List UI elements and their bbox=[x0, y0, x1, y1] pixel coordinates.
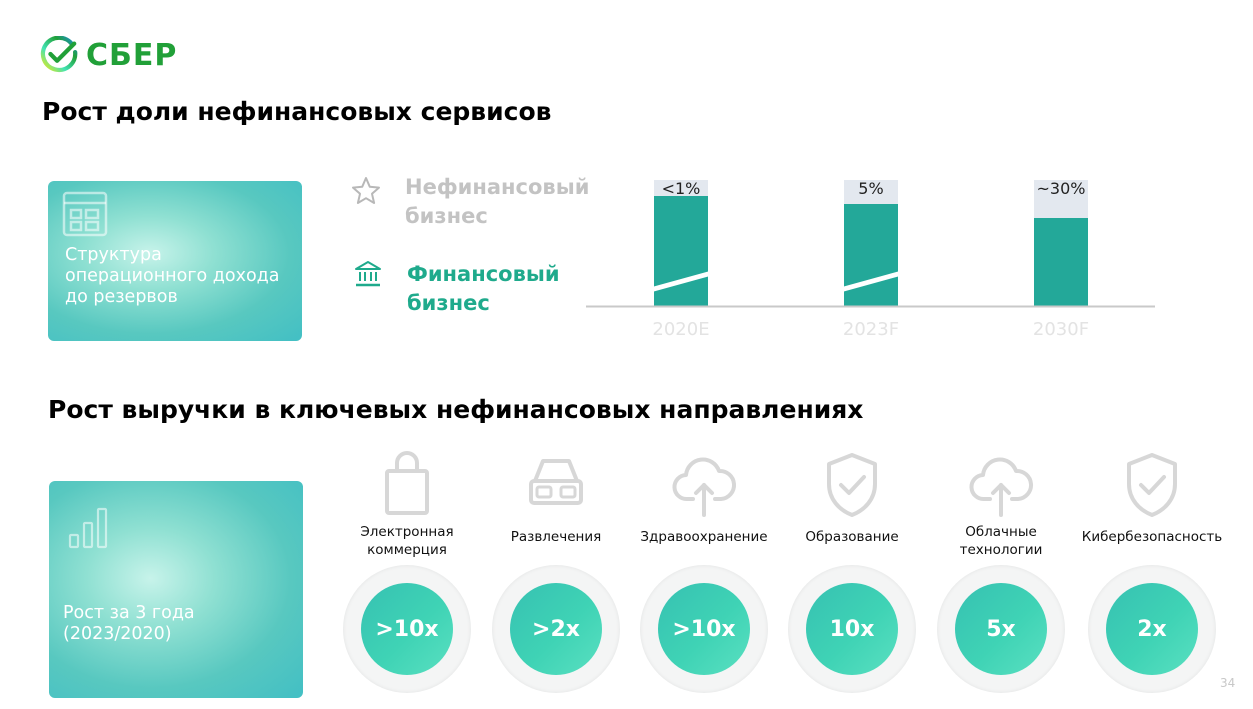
structure-card: Структура операционного дохода до резерв… bbox=[48, 181, 302, 341]
growth-value: >10x bbox=[658, 583, 750, 675]
page-number: 34 bbox=[1220, 676, 1236, 690]
category-label-line1: Образование bbox=[805, 529, 899, 545]
sber-logo: СБЕР bbox=[40, 34, 200, 76]
data-label-2023F: 5% bbox=[858, 179, 883, 198]
category-label: Развлечения bbox=[481, 528, 631, 546]
growth-ring: >10x bbox=[343, 565, 471, 693]
growth-value: 2x bbox=[1106, 583, 1198, 675]
category-label-line2: коммерция bbox=[367, 542, 447, 558]
sber-wordmark: СБЕР bbox=[86, 37, 178, 73]
x-tick-label-2023F: 2023F bbox=[843, 319, 899, 340]
growth-value: 5x bbox=[955, 583, 1047, 675]
bar-nonfinancial-2030F bbox=[1034, 180, 1088, 218]
shield-check-icon bbox=[1117, 449, 1187, 521]
bar-chart-icon bbox=[68, 507, 108, 549]
growth-value: >2x bbox=[510, 583, 602, 675]
growth-ring: 5x bbox=[937, 565, 1065, 693]
bar-nonfinancial-2023F bbox=[844, 180, 898, 204]
legend-financial-line1: Финансовый bbox=[407, 262, 560, 286]
growth-ring: 10x bbox=[788, 565, 916, 693]
star-icon bbox=[352, 177, 380, 204]
growth-card: Рост за 3 года (2023/2020) bbox=[49, 481, 303, 698]
sber-logo-icon bbox=[40, 36, 78, 73]
shield-check-icon bbox=[817, 449, 887, 521]
category-label: Кибербезопасность bbox=[1077, 528, 1227, 546]
section-title-revenue: Рост выручки в ключевых нефинансовых нап… bbox=[48, 395, 864, 424]
calculator-icon bbox=[62, 191, 108, 237]
growth-ring: >2x bbox=[492, 565, 620, 693]
bank-icon bbox=[355, 261, 381, 287]
bar-financial-2020E bbox=[654, 196, 708, 306]
axis-break-2020E bbox=[652, 271, 710, 292]
category-label-line1: Развлечения bbox=[510, 529, 602, 545]
legend-financial-line2: бизнес bbox=[407, 291, 490, 315]
category-label-line1: Кибербезопасность bbox=[1081, 529, 1223, 545]
axis-break-2023F bbox=[842, 271, 900, 292]
growth-card-line2: (2023/2020) bbox=[63, 624, 172, 644]
legend-nonfinancial: Нефинансовый бизнес bbox=[405, 173, 589, 231]
share-bar-chart: <1% 2020E 5% 2023F ~30% 2030F bbox=[586, 179, 1155, 340]
cloud-upload-icon bbox=[669, 449, 739, 521]
x-tick-label-2030F: 2030F bbox=[1033, 319, 1089, 340]
data-label-2030F: ~30% bbox=[1037, 179, 1086, 198]
structure-card-label: Структура операционного дохода до резерв… bbox=[65, 245, 280, 307]
legend-nonfinancial-line1: Нефинансовый bbox=[405, 175, 590, 199]
growth-card-line1: Рост за 3 года bbox=[63, 603, 195, 623]
cloud-upload-icon bbox=[966, 449, 1036, 521]
bar-financial-2030F bbox=[1034, 218, 1088, 306]
legend-nonfinancial-line2: бизнес bbox=[405, 204, 488, 228]
shopping-bag-icon bbox=[372, 449, 442, 521]
category-label-line1: Электронная bbox=[360, 524, 454, 540]
bar-financial-2023F bbox=[844, 204, 898, 306]
vr-glasses-icon bbox=[521, 449, 591, 521]
category-label: Облачные технологии bbox=[926, 523, 1076, 559]
category-label: Здравоохранение bbox=[629, 528, 779, 546]
data-label-2020E: <1% bbox=[662, 179, 701, 198]
category-label-line1: Здравоохранение bbox=[640, 529, 768, 545]
growth-card-label: Рост за 3 года (2023/2020) bbox=[63, 603, 293, 645]
growth-value: 10x bbox=[806, 583, 898, 675]
growth-ring: 2x bbox=[1088, 565, 1216, 693]
growth-ring: >10x bbox=[640, 565, 768, 693]
legend-financial: Финансовый бизнес bbox=[407, 260, 560, 318]
x-tick-label-2020E: 2020E bbox=[652, 319, 709, 340]
category-label: Электронная коммерция bbox=[332, 523, 482, 559]
bar-nonfinancial-2020E bbox=[654, 180, 708, 196]
growth-value: >10x bbox=[361, 583, 453, 675]
category-label-line1: Облачные bbox=[965, 524, 1037, 540]
category-label-line2: технологии bbox=[959, 542, 1043, 558]
category-label: Образование bbox=[777, 528, 927, 546]
section-title-share: Рост доли нефинансовых сервисов bbox=[42, 97, 552, 126]
